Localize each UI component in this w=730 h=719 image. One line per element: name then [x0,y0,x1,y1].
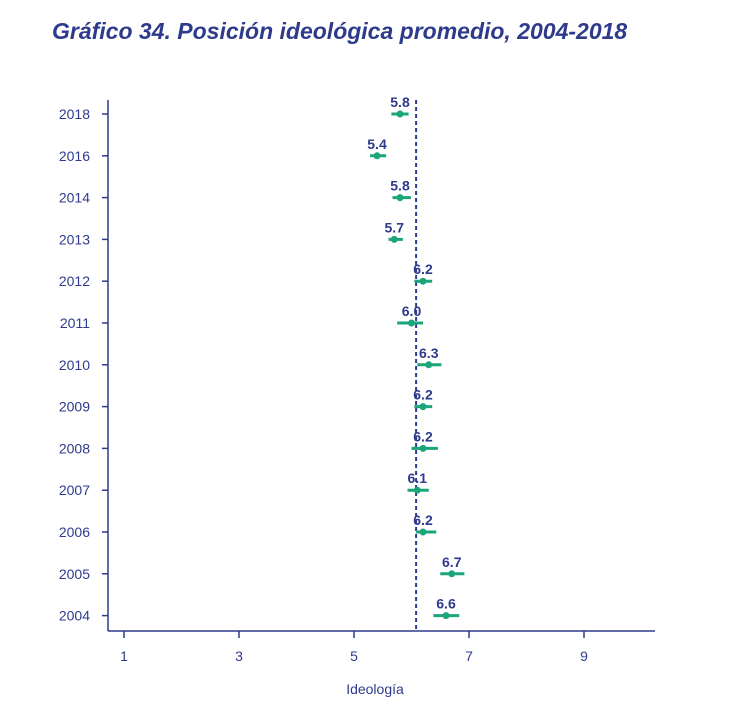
data-point [442,612,450,620]
data-point [396,110,404,118]
data-point [373,152,381,160]
data-point [413,486,421,494]
data-point [390,235,398,243]
data-point [419,277,427,285]
y-tick-label: 2005 [59,566,90,582]
data-point [419,403,427,411]
data-point [448,570,456,578]
y-tick-label: 2013 [59,231,90,247]
y-tick-label: 2008 [59,440,90,456]
chart-title: Gráfico 34. Posición ideológica promedio… [52,18,628,44]
data-label: 5.8 [390,178,410,194]
y-tick-label: 2011 [60,315,90,331]
y-tick-label: 2018 [59,106,90,122]
data-label: 6.6 [436,596,456,612]
y-tick-label: 2010 [59,357,90,373]
data-label: 6.1 [408,470,428,486]
x-tick-label: 5 [350,648,358,664]
y-tick-label: 2012 [59,273,90,289]
x-tick-label: 1 [120,648,128,664]
axes: 2018 2016 2014 2013 2012 2011 2010 2009 2008 2007… [59,100,655,664]
data-label: 5.4 [367,136,387,152]
data-point [419,444,427,452]
data-label: 6.3 [419,345,439,361]
data-label: 6.0 [402,303,422,319]
data-point [419,528,427,536]
data-point [425,361,433,369]
y-tick-label: 2014 [59,190,90,206]
x-tick-label: 9 [580,648,588,664]
data-label: 6.2 [413,261,433,277]
y-tick-label: 2006 [59,524,90,540]
x-tick-label: 7 [465,648,473,664]
x-tick-label: 3 [235,648,243,664]
y-tick-label: 2016 [59,148,90,164]
data-point [408,319,415,327]
y-tick-label: 2004 [59,608,90,624]
data-label: 6.7 [442,554,462,570]
data-label: 6.2 [413,428,433,444]
data-label: 5.8 [390,94,410,110]
data-label: 5.7 [385,219,405,235]
y-tick-label: 2007 [59,482,90,498]
x-axis-title: Ideología [346,681,404,697]
data-label: 6.2 [413,387,433,403]
data-marks: 5.8 5.4 5.8 5.7 6.2 6.0 6.3 6.2 6.2 6.1 6.2 6.7 6.6 [367,94,465,620]
data-label: 6.2 [413,512,433,528]
data-point [396,194,404,202]
y-tick-label: 2009 [59,399,90,415]
